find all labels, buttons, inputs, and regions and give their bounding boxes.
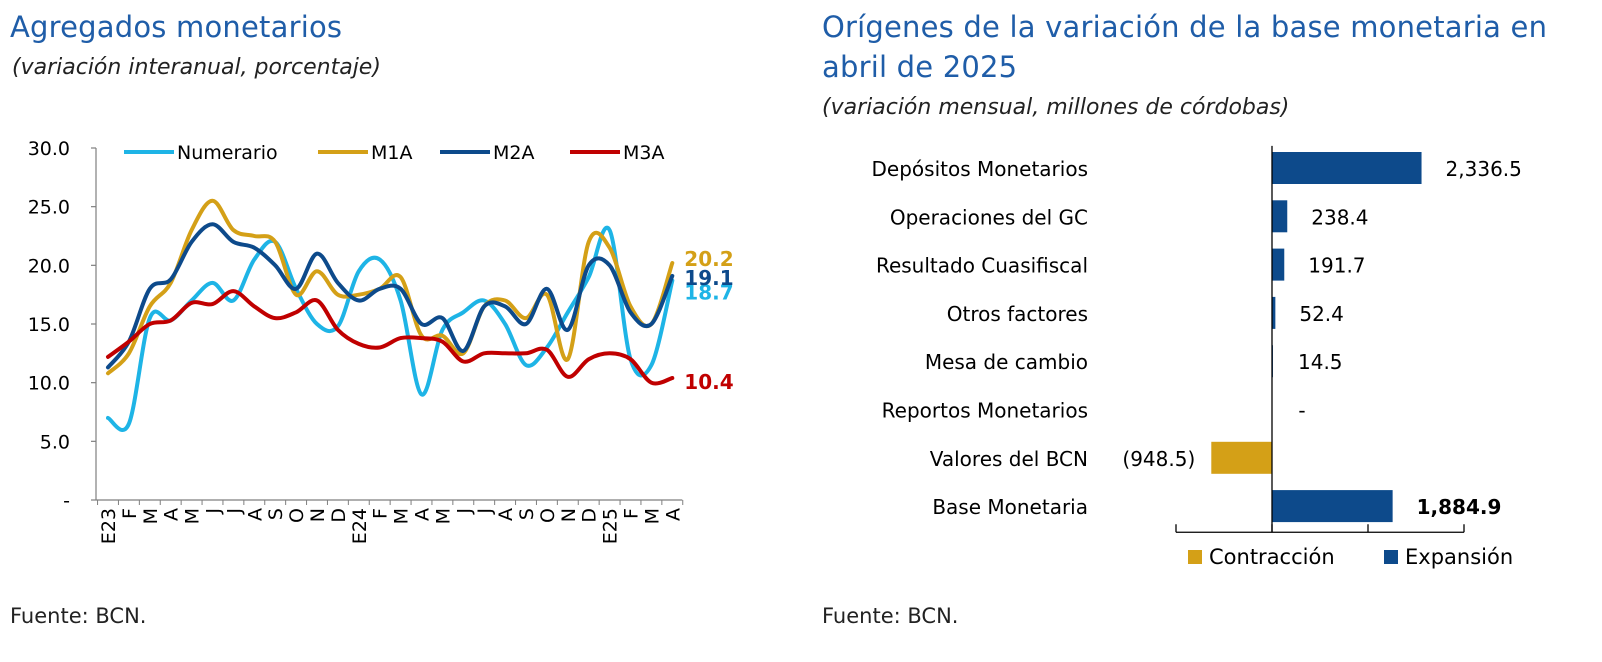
bar-category-label: Reportos Monetarios — [882, 399, 1088, 423]
x-tick-label: A — [662, 508, 684, 521]
bar-value-label: 191.7 — [1308, 254, 1365, 278]
x-tick-label: M — [432, 508, 454, 524]
bar-value-label: - — [1298, 399, 1305, 423]
x-tick-label: A — [412, 508, 434, 521]
series-line-m3a — [106, 289, 675, 386]
legend-label-expansión: Expansión — [1405, 545, 1513, 569]
end-label-m3a: 10.4 — [684, 370, 733, 394]
y-tick-label: - — [63, 490, 70, 512]
y-tick-label: 15.0 — [28, 314, 70, 336]
x-tick-label: N — [307, 508, 329, 522]
legend-label-m1a: M1A — [371, 142, 412, 164]
y-tick-label: 20.0 — [28, 255, 70, 277]
legend-swatch-expansión — [1384, 550, 1398, 564]
x-tick-label: J — [453, 508, 475, 515]
legend-label-numerario: Numerario — [177, 142, 278, 164]
right-chart-title-line1: Orígenes de la variación de la base mone… — [822, 10, 1548, 44]
series-line-numerario — [106, 225, 675, 432]
legend-label-contracción: Contracción — [1209, 545, 1335, 569]
right-chart-source: Fuente: BCN. — [822, 604, 959, 628]
x-tick-label: D — [579, 508, 601, 523]
bar — [1272, 248, 1285, 281]
x-tick-label: J — [223, 508, 245, 515]
bar-value-label: 52.4 — [1299, 302, 1344, 326]
x-tick-label: J — [474, 508, 496, 515]
x-tick-label: F — [370, 508, 392, 519]
x-tick-label: F — [621, 508, 643, 519]
bar-value-label: (948.5) — [1122, 447, 1195, 471]
bar-category-label: Otros factores — [947, 302, 1088, 326]
x-tick-label: A — [161, 508, 183, 521]
end-label-m1a: 20.2 — [684, 247, 733, 271]
x-tick-label: M — [182, 508, 204, 524]
right-chart-title-line2: abril de 2025 — [822, 50, 1018, 84]
y-tick-label: 25.0 — [28, 197, 70, 219]
bar-category-label: Base Monetaria — [932, 495, 1088, 519]
x-tick-label: O — [286, 508, 308, 523]
x-tick-label: J — [203, 508, 225, 515]
x-tick-label: M — [391, 508, 413, 524]
y-tick-label: 5.0 — [40, 431, 70, 453]
bar-category-label: Operaciones del GC — [890, 205, 1088, 229]
bar-value-label: 14.5 — [1298, 350, 1343, 374]
bar — [1211, 441, 1272, 474]
x-tick-label: O — [537, 508, 559, 523]
left-chart-subtitle: (variación interanual, porcentaje) — [12, 55, 381, 80]
x-tick-label: A — [495, 508, 517, 521]
series-line-m2a — [106, 222, 675, 370]
left-chart-title: Agregados monetarios — [10, 10, 343, 44]
bar-category-label: Resultado Cuasifiscal — [876, 254, 1088, 278]
x-tick-label: A — [244, 508, 266, 521]
right-chart-subtitle: (variación mensual, millones de córdobas… — [822, 95, 1290, 120]
bar-category-label: Depósitos Monetarios — [872, 157, 1088, 181]
x-tick-label: N — [558, 508, 580, 522]
bar — [1272, 200, 1288, 233]
x-tick-label: S — [265, 508, 287, 520]
x-tick-label: D — [328, 508, 350, 523]
bar — [1272, 490, 1393, 523]
bar — [1272, 296, 1276, 329]
bar-value-label: 1,884.9 — [1417, 495, 1502, 519]
monetary-base-origins-bar-chart: Depósitos Monetarios 2,336.5 Operaciones d… — [872, 145, 1522, 569]
x-tick-label: S — [516, 508, 538, 520]
x-tick-label: E23 — [98, 508, 120, 544]
bar-category-label: Mesa de cambio — [925, 350, 1088, 374]
bar-value-label: 238.4 — [1311, 205, 1368, 229]
legend-swatch-contracción — [1188, 550, 1202, 564]
x-tick-label: E24 — [349, 508, 371, 544]
y-tick-label: 10.0 — [28, 373, 70, 395]
bar — [1272, 152, 1422, 184]
x-tick-label: E25 — [600, 508, 622, 544]
legend-label-m3a: M3A — [623, 142, 664, 164]
x-tick-label: M — [140, 508, 162, 524]
bar-value-label: 2,336.5 — [1446, 157, 1522, 181]
x-tick-label: M — [641, 508, 663, 524]
left-chart-source: Fuente: BCN. — [10, 604, 147, 628]
bar-category-label: Valores del BCN — [930, 447, 1088, 471]
end-label-numerario: 18.7 — [684, 281, 733, 305]
legend-label-m2a: M2A — [493, 142, 534, 164]
monetary-aggregates-line-chart: -5.010.015.020.025.030.0E23FMAMJJASONDE2… — [28, 138, 734, 544]
y-tick-label: 30.0 — [28, 138, 70, 160]
x-tick-label: F — [119, 508, 141, 519]
end-label-m2a: 19.1 — [684, 266, 733, 290]
